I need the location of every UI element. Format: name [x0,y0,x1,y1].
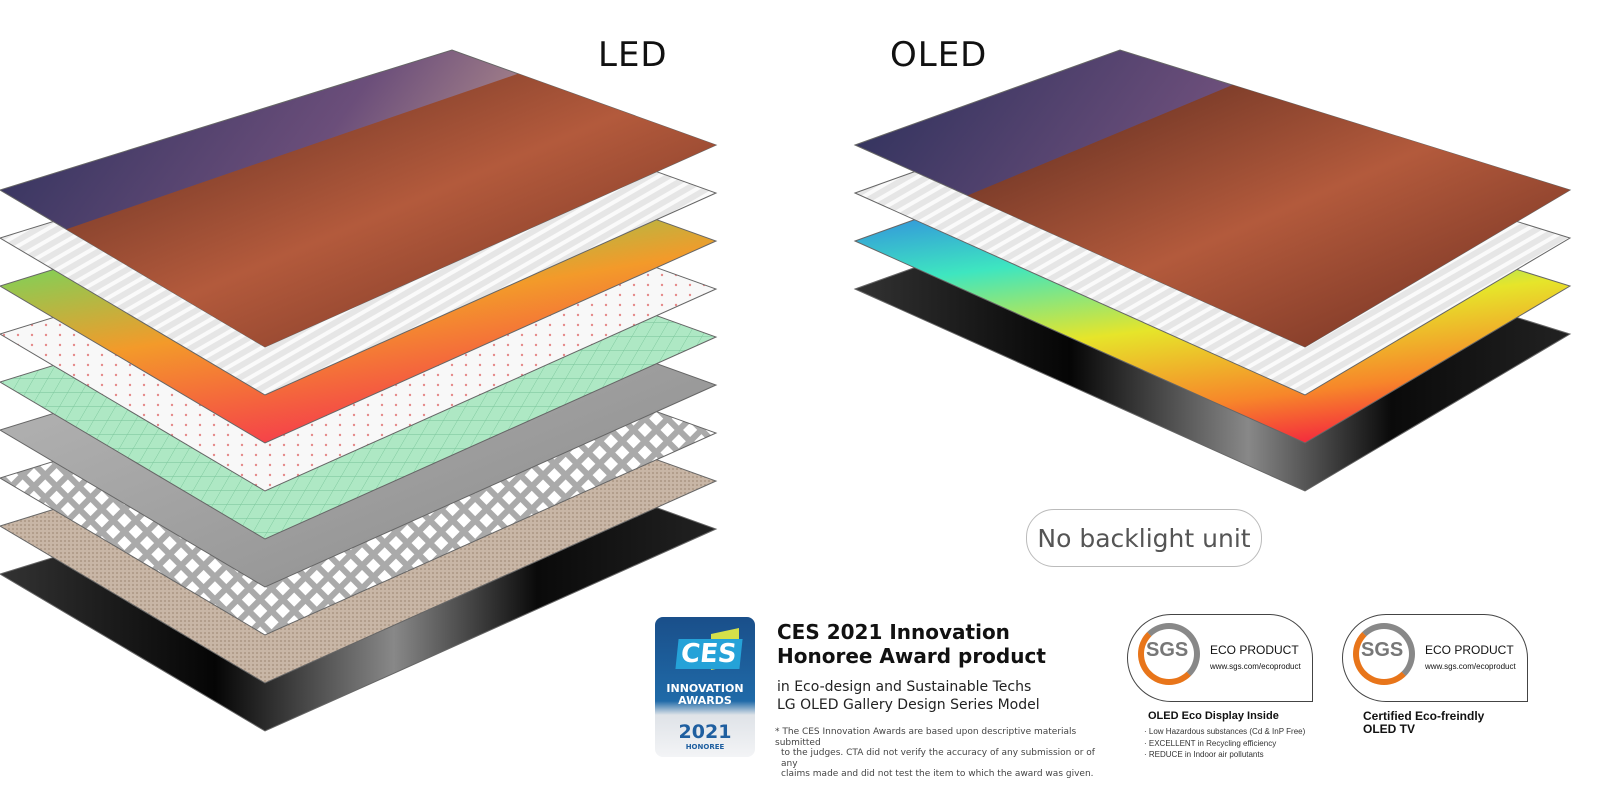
led-layer-stack [0,49,718,732]
ces-logo: CES [675,639,743,669]
sgs-label: ECO PRODUCT [1425,643,1514,657]
ces-badge-honoree: HONOREE [685,743,725,751]
sgs-eco-logo-2: SGS ECO PRODUCT www.sgs.com/ecoproduct [1342,614,1528,702]
led-title: LED [598,35,668,75]
ces-badge-year: 2021 [678,721,732,743]
sgs-caption-2: Certified Eco-freindly OLED TV [1363,709,1485,736]
ces-award-badge: CES INNOVATION AWARDS 2021 HONOREE [655,617,755,757]
ces-headline: CES 2021 Innovation Honoree Award product [777,620,1046,668]
desert-image [967,85,1570,347]
sgs-url: www.sgs.com/ecoproduct [1425,662,1516,671]
sgs-eco-logo-1: SGS ECO PRODUCT www.sgs.com/ecoproduct [1127,614,1313,702]
sgs-logo-text: SGS [1146,639,1189,661]
no-backlight-badge: No backlight unit [1026,509,1262,567]
ces-subtitle: in Eco-design and Sustainable Techs LG OL… [777,679,1040,713]
sgs-label: ECO PRODUCT [1210,643,1299,657]
sgs-caption-1: OLED Eco Display Inside [1148,710,1279,722]
ces-badge-text: INNOVATION AWARDS [666,682,744,707]
oled-title: OLED [890,35,988,75]
sgs-url: www.sgs.com/ecoproduct [1210,662,1301,671]
sgs-logo-text: SGS [1361,639,1404,661]
sgs-ring-icon [1138,623,1200,685]
sgs-ring-icon [1353,623,1415,685]
oled-layer-stack [853,49,1572,492]
sgs-bullets: · Low Hazardous substances (Cd & InP Fre… [1144,727,1306,759]
ces-disclaimer: * The CES Innovation Awards are based up… [775,727,1095,779]
desert-image [66,73,716,347]
